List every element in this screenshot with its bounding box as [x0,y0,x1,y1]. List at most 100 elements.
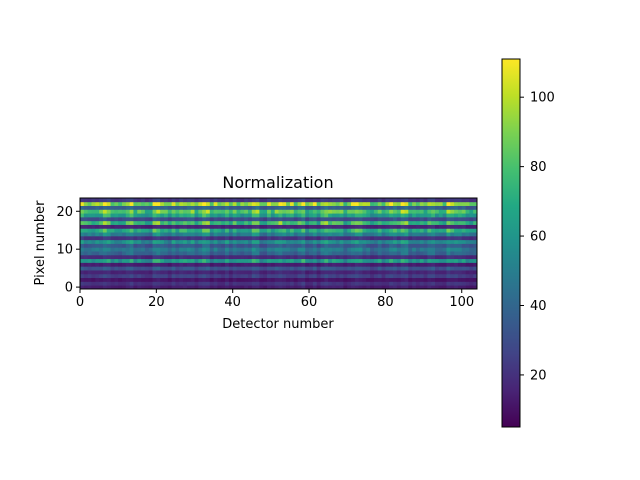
heatmap-cell [366,277,371,282]
heatmap-cell [469,228,474,233]
heatmap-cell [270,254,276,260]
heatmap-cell [244,285,249,290]
heatmap-cell [87,209,92,214]
heatmap-cell [190,209,195,214]
heatmap-cell [259,251,264,256]
heatmap-cell [309,266,314,271]
heatmap-cell [457,285,463,290]
heatmap-cell [419,209,424,214]
heatmap-cell [377,281,382,286]
heatmap-cell [198,285,203,290]
heatmap-cell [99,277,104,282]
heatmap-cell [167,239,173,244]
heatmap-cell [106,258,111,263]
heatmap-cell [312,262,318,267]
heatmap-cell [366,205,371,210]
heatmap-cell [373,232,379,237]
heatmap-cell [221,285,226,290]
heatmap-cell [312,281,318,286]
heatmap-cell [286,273,291,279]
heatmap-cell [240,243,245,248]
heatmap-cell [324,243,329,248]
heatmap-cell [282,243,287,248]
heatmap-cell [465,270,470,275]
heatmap-cell [95,228,100,233]
heatmap-cell [419,235,424,241]
heatmap-cell [454,254,459,260]
heatmap-cell [286,232,291,237]
heatmap-cell [362,209,367,214]
heatmap-cell [228,254,234,260]
heatmap-cell [95,201,100,206]
heatmap-cell [408,258,413,263]
heatmap-cell [396,216,402,222]
heatmap-cell [450,232,455,237]
heatmap-cell [160,258,165,263]
heatmap-cell [137,216,142,222]
heatmap-cell [450,228,455,233]
heatmap-cell [362,247,367,252]
heatmap-cell [221,277,226,282]
heatmap-cell [389,216,394,222]
heatmap-cell [259,220,264,225]
heatmap-cell [381,235,386,241]
heatmap-cell [95,247,100,252]
heatmap-cell [312,247,318,252]
heatmap-cell [247,254,253,260]
heatmap-cell [335,198,340,203]
heatmap-cell [324,209,329,214]
heatmap-cell [465,224,470,229]
heatmap-cell [370,213,375,218]
heatmap-cell [106,228,111,233]
heatmap-cell [461,209,466,214]
heatmap-cell [163,220,169,225]
heatmap-cell [175,239,180,244]
heatmap-cell [217,262,222,267]
heatmap-cell [129,285,134,290]
heatmap-cell [167,277,173,282]
heatmap-cell [435,216,440,222]
heatmap-cell [121,273,127,279]
heatmap-cell [309,285,314,290]
heatmap-cell [396,270,402,275]
heatmap-cell [393,281,398,286]
heatmap-cell [354,213,360,218]
heatmap-cell [331,285,337,290]
heatmap-cell [228,277,234,282]
heatmap-cell [450,235,455,241]
heatmap-cell [129,243,134,248]
heatmap-cell [91,224,96,229]
heatmap-cell [381,254,386,260]
heatmap-cell [312,243,318,248]
heatmap-cell [385,262,390,267]
heatmap-cell [160,262,165,267]
heatmap-cell [118,213,123,218]
heatmap-cell [156,224,161,229]
heatmap-cell [305,209,310,214]
heatmap-cell [328,277,333,282]
heatmap-cell [293,266,298,271]
heatmap-cell [255,281,260,286]
heatmap-cell [415,213,421,218]
heatmap-cell [328,213,333,218]
heatmap-cell [125,209,131,214]
heatmap-cell [339,235,344,241]
heatmap-cell [442,254,447,260]
heatmap-cell [213,232,218,237]
heatmap-cell [186,201,192,206]
heatmap-cell [205,247,211,252]
heatmap-cell [339,273,344,279]
heatmap-cell [278,277,283,282]
heatmap-cell [221,216,226,222]
heatmap-cell [213,216,218,222]
heatmap-cell [129,281,134,286]
heatmap-cell [457,198,463,203]
heatmap-cell [91,198,96,203]
heatmap-cell [396,239,402,244]
heatmap-cell [121,281,127,286]
heatmap-cell [110,239,115,244]
heatmap-cell [465,201,470,206]
heatmap-cell [289,285,295,290]
heatmap-cell [431,235,436,241]
